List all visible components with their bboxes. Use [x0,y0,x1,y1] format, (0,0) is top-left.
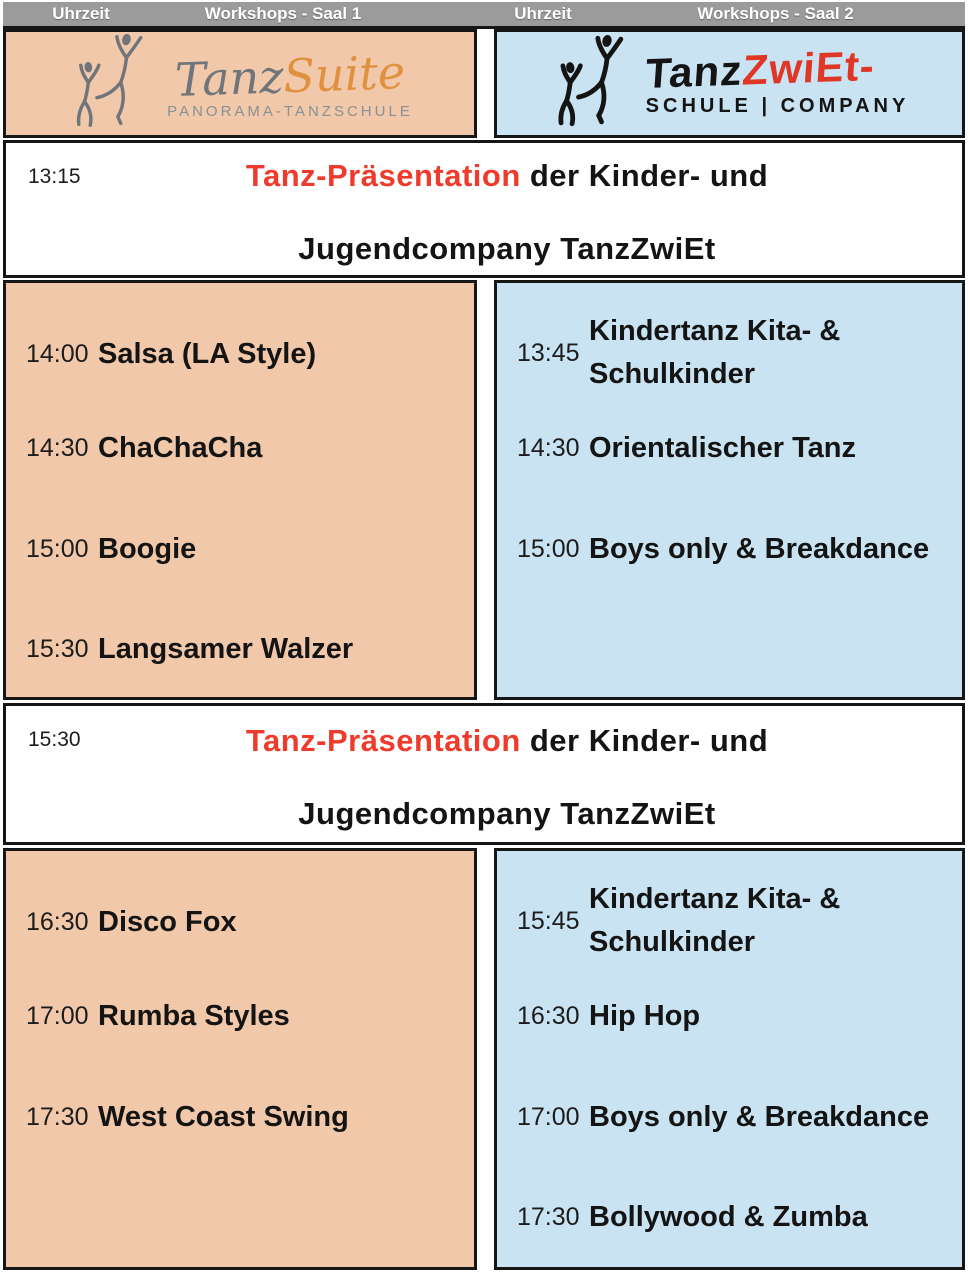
presentation-time: 13:15 [28,165,81,188]
table-row: 17:00 Rumba Styles [26,1000,290,1032]
presentation-highlight: Tanz-Präsentation [245,158,521,193]
schedule-box-saal1-afternoon: 14:00 Salsa (LA Style) 14:30 ChaChaCha 15:… [3,280,477,700]
table-row: 15:30 Langsamer Walzer [26,633,354,665]
table-row: 15:00 Boys only & Breakdance [517,533,930,565]
presentation-line2: Jugendcompany TanzZwiEt [298,231,716,266]
presentation-highlight: Tanz-Präsentation [245,723,521,758]
header-workshops-saal2: Workshops - Saal 2 [697,4,854,23]
presentation-line1: Tanz-Präsentation der Kinder- und [245,158,769,193]
table-row: 17:30 Bollywood & Zumba [517,1201,868,1233]
dancing-figures-icon [550,31,642,136]
presentation-line2: Jugendcompany TanzZwiEt [298,796,716,831]
schedule-box-saal2-afternoon: 13:45 Kindertanz Kita- & Schulkinder 14:3… [494,280,965,700]
tanzzwiet-subtitle: SCHULE | COMPANY [645,95,910,117]
column-header-bar: Uhrzeit Workshops - Saal 1 Uhrzeit Works… [3,2,965,29]
table-row: 15:45 Kindertanz Kita- & Schulkinder [517,883,841,958]
presentation-band-1: 13:15 Tanz-Präsentation der Kinder- und … [3,140,965,278]
presentation-time: 15:30 [28,728,81,751]
table-row: 14:00 Salsa (LA Style) [26,338,317,370]
table-row: 15:00 Boogie [26,533,197,565]
table-row: 17:00 Boys only & Breakdance [517,1101,930,1133]
tanzzwiet-wordmark: TanzZwiEt- [643,42,877,97]
presentation-band-2: 15:30 Tanz-Präsentation der Kinder- und … [3,703,965,845]
header-uhrzeit-saal1: Uhrzeit [52,4,110,23]
table-row: 16:30 Hip Hop [517,1000,701,1032]
table-row: 14:30 ChaChaCha [26,432,263,464]
tanzsuite-subtitle: PANORAMA-TANZSCHULE [167,103,413,120]
table-row: 14:30 Orientalischer Tanz [517,432,856,464]
table-row: 13:45 Kindertanz Kita- & Schulkinder [517,315,841,390]
schedule-box-saal1-evening: 16:30 Disco Fox 17:00 Rumba Styles 17:30 We… [3,848,477,1270]
logo-box-saal1: TanzSuite PANORAMA-TANZSCHULE [3,29,477,138]
header-uhrzeit-saal2: Uhrzeit [514,4,572,23]
header-workshops-saal1: Workshops - Saal 1 [204,4,362,23]
dancing-figures-icon [67,31,163,136]
table-row: 17:30 West Coast Swing [26,1101,349,1133]
schedule-box-saal2-evening: 15:45 Kindertanz Kita- & Schulkinder 16:3… [494,848,965,1270]
logo-box-saal2: TanzZwiEt- SCHULE | COMPANY [494,29,965,138]
table-row: 16:30 Disco Fox [26,906,237,938]
presentation-line1: Tanz-Präsentation der Kinder- und [245,723,769,758]
tanzsuite-wordmark: TanzSuite [174,45,406,107]
